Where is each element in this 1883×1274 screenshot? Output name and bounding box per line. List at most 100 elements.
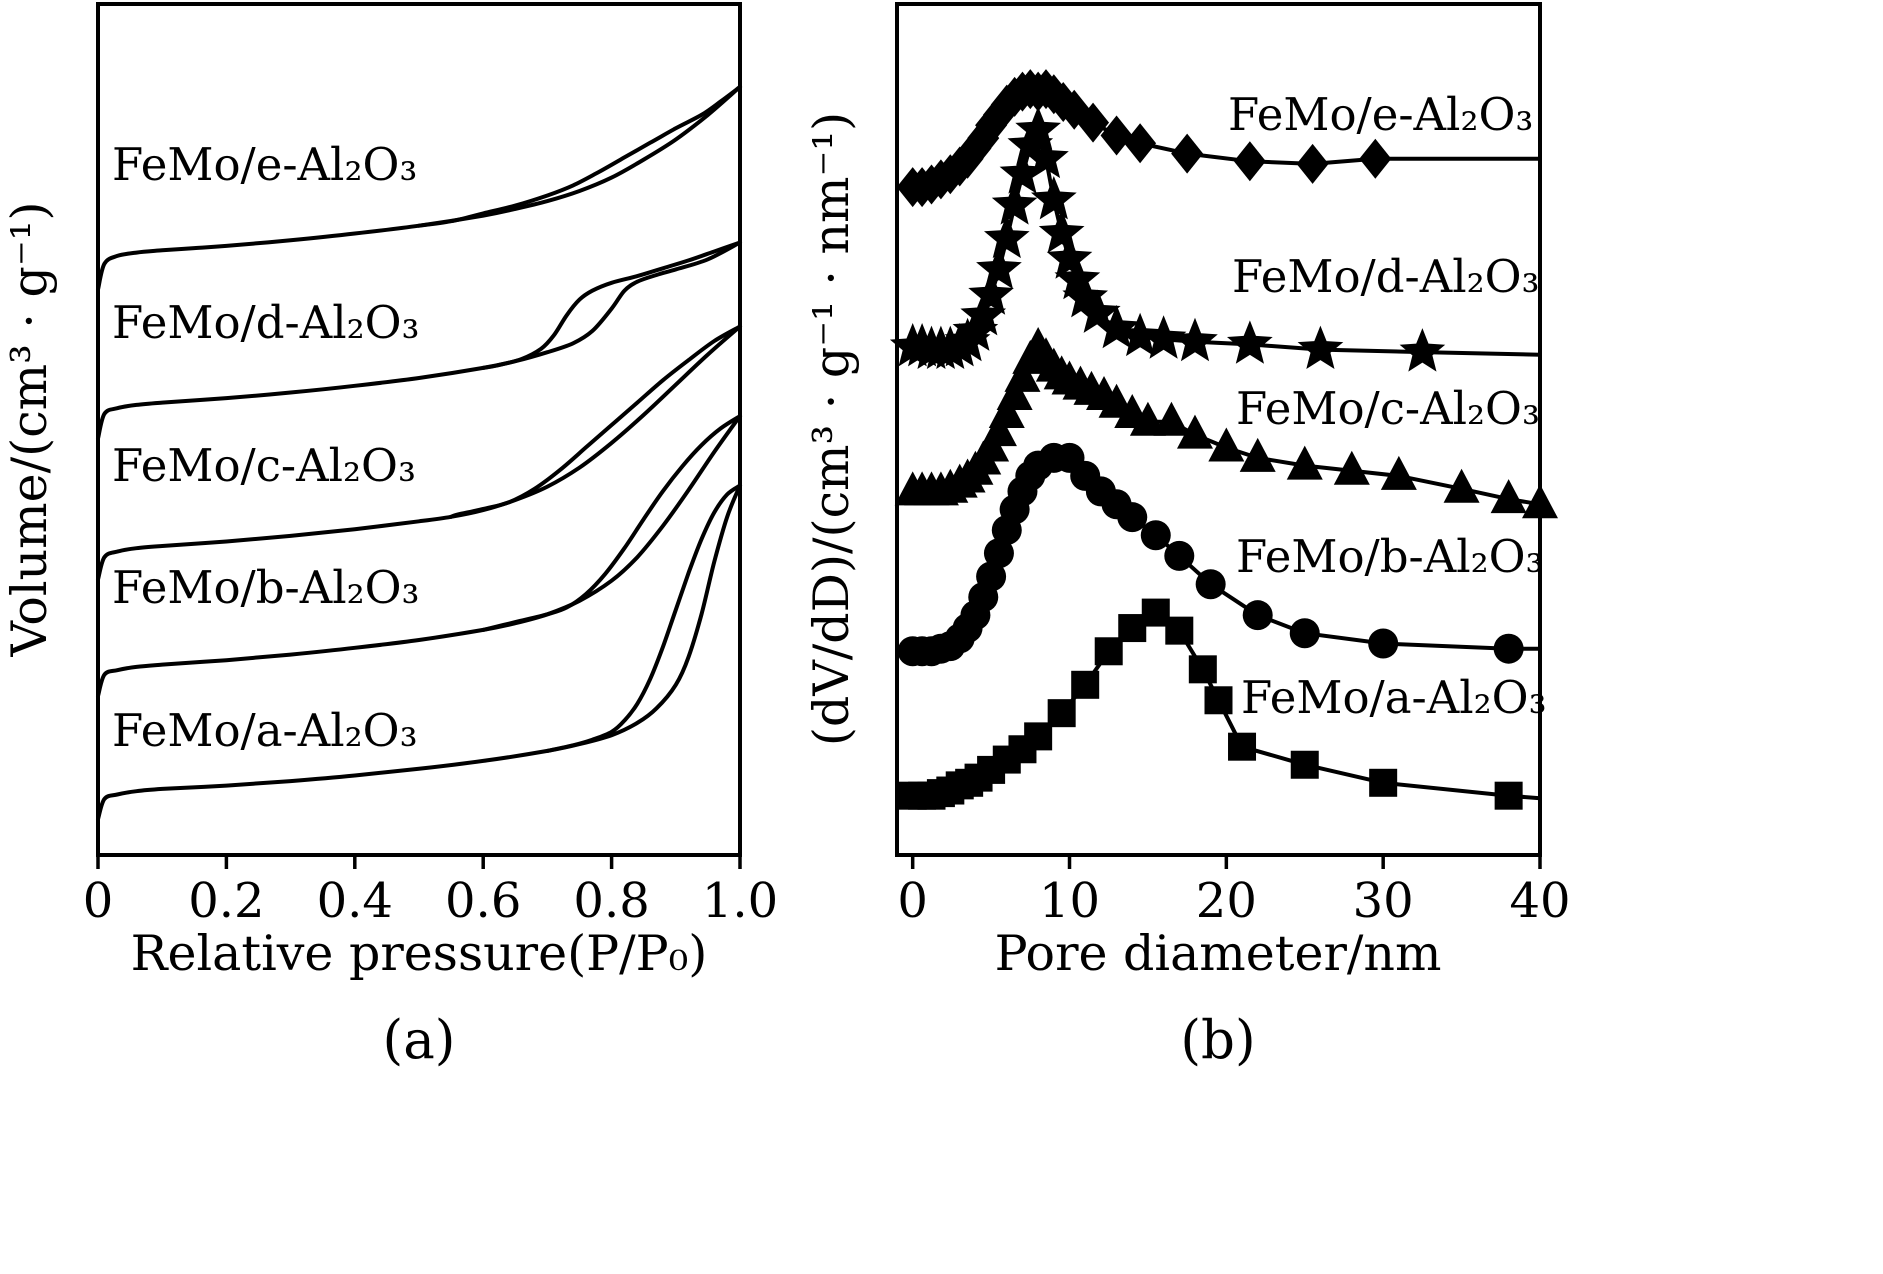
isotherm-b-adsorption (96, 414, 742, 698)
square-marker (1188, 655, 1217, 684)
square-marker (1047, 699, 1076, 728)
panel-a-plot: 0 0.2 0.4 0.6 0.8 1.0 (83, 2, 778, 929)
circle-marker (1368, 628, 1399, 659)
panel-b-x-axis-title: Pore diameter/nm (995, 925, 1442, 982)
series-label-c: FeMo/c-Al₂O₃ (112, 439, 416, 492)
triangle-marker (1380, 455, 1417, 490)
panel-b-annotations: FeMo/e-Al₂O₃ FeMo/d-Al₂O₃ FeMo/c-Al₂O₃ F… (803, 88, 1547, 1071)
panel-a-x-tick-label: 0.8 (573, 873, 649, 929)
triangle-marker (996, 375, 1033, 410)
star-marker (960, 292, 1007, 336)
square-marker (1165, 616, 1194, 645)
panel-b-x-tick-label: 40 (1509, 873, 1570, 929)
square-marker (1071, 670, 1100, 699)
square-marker (1024, 722, 1053, 751)
panel-b-x-tick-label: 10 (1039, 873, 1100, 929)
isotherm-c-adsorption (96, 324, 742, 582)
series-label-b-b: FeMo/b-Al₂O₃ (1236, 530, 1544, 583)
square-marker (1290, 750, 1319, 779)
panel-a-x-tick-label: 0.2 (188, 873, 264, 929)
panel-a-x-tick-label: 0.4 (317, 873, 393, 929)
triangle-marker (1443, 468, 1480, 503)
star-marker (1038, 209, 1085, 253)
diamond-marker (1077, 102, 1110, 143)
triangle-marker (1176, 414, 1213, 449)
panel-b-label: (b) (1180, 1010, 1255, 1071)
isotherm-d-desorption (481, 240, 742, 370)
star-marker (1227, 320, 1273, 364)
triangle-marker (1490, 479, 1527, 514)
star-marker (1117, 312, 1163, 357)
isotherm-a-adsorption (96, 483, 742, 822)
circle-marker (1164, 540, 1195, 571)
triangle-marker (1286, 445, 1323, 480)
circle-marker (1140, 520, 1171, 551)
triangle-marker (1239, 437, 1276, 472)
panel-a-y-axis-title: Volume/(cm³ · g⁻¹) (1, 202, 58, 658)
isotherm-a-desorption (545, 483, 742, 753)
circle-marker (1195, 569, 1226, 600)
star-marker (1399, 328, 1446, 372)
star-marker (984, 214, 1030, 259)
star-marker (1015, 106, 1061, 150)
square-marker (1228, 732, 1257, 761)
circle-marker (1289, 618, 1320, 649)
square-marker (1141, 598, 1170, 627)
series-label-d: FeMo/d-Al₂O₃ (112, 296, 420, 349)
star-marker (1093, 304, 1140, 349)
panel-b-frame (895, 2, 1542, 857)
triangle-marker (1129, 401, 1166, 436)
series-label-c-b: FeMo/c-Al₂O₃ (1236, 382, 1540, 435)
panel-b-plot: 0 10 20 30 40 (889, 2, 1571, 929)
star-marker (1172, 317, 1218, 362)
circle-marker (1117, 502, 1148, 533)
panel-b-x-tick-label: 30 (1353, 873, 1414, 929)
panel-a-x-tick-label: 1.0 (702, 873, 778, 929)
square-marker (1094, 637, 1123, 666)
panel-a-annotations: FeMo/e-Al₂O₃ FeMo/d-Al₂O₃ FeMo/c-Al₂O₃ F… (1, 138, 707, 1071)
isotherm-c-desorption (449, 324, 742, 519)
triangle-marker (1153, 401, 1190, 436)
star-marker (1074, 289, 1121, 333)
star-marker (968, 271, 1014, 315)
triangle-marker (1208, 427, 1245, 462)
diamond-marker (1233, 141, 1266, 182)
series-label-e-b: FeMo/e-Al₂O₃ (1228, 88, 1533, 141)
star-marker (1297, 325, 1344, 369)
series-label-d-b: FeMo/d-Al₂O₃ (1232, 250, 1540, 303)
diamond-marker (1359, 138, 1392, 179)
panel-a-x-tick-label: 0 (83, 873, 114, 929)
panel-b-y-axis-title: (dV/dD)/(cm³ · g⁻¹ · nm⁻¹) (803, 112, 860, 746)
panel-b-x-tick-label: 20 (1196, 873, 1257, 929)
circle-marker (976, 561, 1007, 592)
diamond-marker (1124, 123, 1157, 164)
circle-marker (1242, 600, 1273, 631)
star-marker (1031, 176, 1077, 220)
diamond-marker (1296, 143, 1329, 184)
panel-a-x-axis-title: Relative pressure(P/P₀) (131, 925, 708, 982)
star-marker (991, 181, 1038, 225)
series-label-b: FeMo/b-Al₂O₃ (112, 561, 420, 614)
triangle-marker (1333, 450, 1370, 485)
star-marker (1046, 235, 1093, 279)
square-marker (1118, 614, 1147, 643)
square-marker (1369, 768, 1398, 797)
circle-marker (1493, 633, 1524, 664)
star-marker (1062, 274, 1108, 318)
panel-a-label: (a) (383, 1010, 456, 1071)
series-label-e: FeMo/e-Al₂O₃ (112, 138, 417, 191)
series-label-a-b: FeMo/a-Al₂O₃ (1241, 671, 1547, 724)
triangle-marker (1522, 484, 1558, 519)
square-marker (1494, 781, 1523, 810)
circle-marker (983, 538, 1014, 569)
isotherm-b-desorption (481, 414, 742, 632)
diamond-marker (1171, 133, 1204, 174)
star-marker (999, 150, 1046, 194)
panel-a-x-tick-label: 0.6 (445, 873, 521, 929)
isotherm-e-desorption (417, 84, 742, 228)
star-marker (1023, 134, 1069, 179)
star-marker (1140, 315, 1187, 359)
series-label-a: FeMo/a-Al₂O₃ (112, 704, 418, 757)
